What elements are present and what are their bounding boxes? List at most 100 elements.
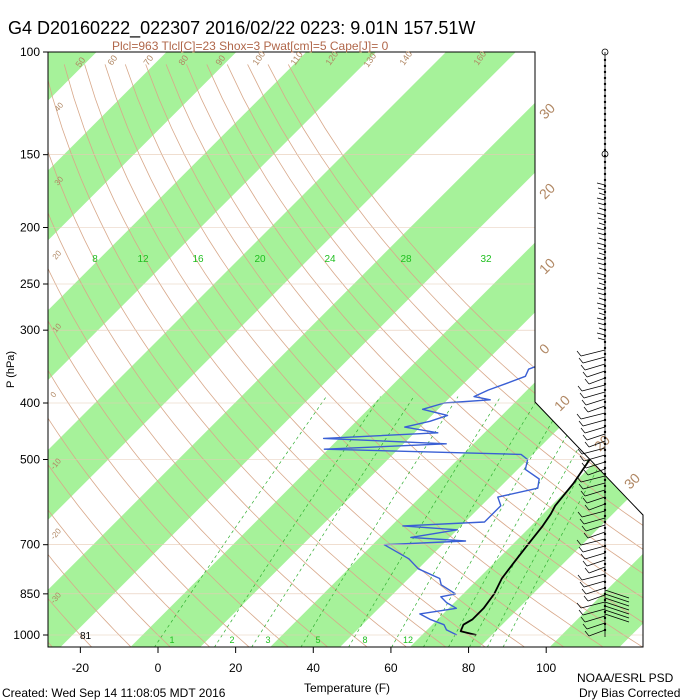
mixing-ratio-label: 32: [480, 254, 492, 265]
wind-barb: [598, 327, 606, 331]
wind-barb-flag: [581, 588, 587, 595]
wind-barb: [604, 597, 630, 607]
mixing-ratio-line: [486, 396, 625, 647]
wind-dot: [603, 472, 607, 476]
wind-barb: [587, 468, 606, 476]
wind-dot: [603, 448, 607, 452]
wind-dot: [603, 226, 607, 230]
wind-dot: [603, 244, 607, 248]
wind-dot: [603, 598, 607, 602]
isotherm-label: 10: [536, 255, 558, 277]
wind-barb-column: [576, 48, 630, 637]
wind-dot: [603, 112, 607, 116]
wind-barb: [596, 197, 606, 201]
wind-barb-flag: [584, 378, 590, 385]
wind-barb-flag: [578, 546, 584, 553]
wind-barb: [584, 615, 606, 623]
y-tick-label: 1000: [13, 628, 40, 642]
wind-barb: [587, 531, 606, 539]
wind-dot: [603, 442, 607, 446]
wind-barb-flag: [576, 476, 582, 483]
wind-barb: [598, 252, 606, 256]
wind-barb: [598, 237, 606, 241]
wind-barb: [604, 605, 630, 615]
mixing-ratio-line: [154, 396, 327, 647]
isotherm-stripe: [689, 40, 700, 647]
wind-barb-flag: [576, 413, 582, 420]
wind-barb: [604, 613, 630, 623]
dry-adiabat: [48, 64, 211, 647]
wind-barb: [597, 247, 606, 251]
adiabat-label: 70: [141, 53, 155, 67]
wind-dot: [603, 64, 607, 68]
wind-dot: [603, 388, 607, 392]
wind-barb-flag: [579, 392, 585, 399]
wind-barb: [588, 566, 606, 574]
wind-dot: [603, 118, 607, 122]
y-tick-label: 150: [20, 148, 40, 162]
wind-barb: [604, 601, 630, 611]
wind-dot: [603, 88, 607, 92]
wind-dot: [603, 340, 607, 344]
wind-dot: [603, 154, 607, 158]
wind-dot: [603, 382, 607, 386]
wind-barb-flag: [582, 371, 588, 378]
wind-dot: [603, 526, 607, 530]
wind-dot: [603, 574, 607, 578]
wind-dot: [603, 364, 607, 368]
wind-barb: [581, 573, 606, 581]
wind-barb: [597, 337, 606, 341]
wind-dot: [603, 550, 607, 554]
wind-barb-flag: [581, 525, 587, 532]
wind-barb: [581, 384, 606, 392]
wind-dot: [603, 106, 607, 110]
mixing-ratio-bottom-label: 8: [362, 635, 367, 645]
wind-barb: [598, 312, 606, 316]
wind-barb: [598, 192, 606, 196]
mixing-ratio-label: 12: [137, 254, 149, 265]
wind-barb: [597, 322, 606, 326]
dry-adiabat: [48, 64, 368, 647]
y-tick-label: 500: [20, 452, 40, 466]
wind-barb: [597, 232, 606, 236]
wind-dot: [603, 178, 607, 182]
wind-dot: [603, 82, 607, 86]
chart-subtitle: Plcl=963 Tlcl[C]=23 Shox=3 Pwat[cm]=5 Ca…: [112, 39, 389, 53]
wind-barb: [580, 349, 606, 357]
adiabat-label: 90: [213, 53, 227, 67]
wind-dot: [603, 58, 607, 62]
wind-barb: [598, 267, 606, 271]
wind-barb: [584, 426, 606, 434]
wind-barb: [584, 489, 606, 497]
dry-adiabat: [124, 64, 643, 647]
wind-barb-flag: [578, 609, 584, 616]
wind-barb: [598, 282, 606, 286]
wind-barb: [597, 307, 606, 311]
wind-barb-flag: [583, 595, 589, 602]
wind-barb: [588, 377, 606, 385]
wind-dot: [603, 568, 607, 572]
wind-barb: [585, 398, 606, 406]
wind-dot: [603, 274, 607, 278]
isotherm-label: 10: [551, 392, 573, 414]
wind-dot: [603, 280, 607, 284]
y-tick-label: 250: [20, 277, 40, 291]
wind-barb: [583, 580, 606, 588]
wind-dot: [603, 184, 607, 188]
wind-dot: [603, 508, 607, 512]
wind-barb: [582, 608, 606, 616]
plot-frame: [47, 51, 644, 648]
x-tick-label: 60: [384, 661, 398, 675]
wind-barb: [587, 594, 606, 602]
wind-barb: [581, 510, 606, 518]
wind-barb-flag: [583, 406, 589, 413]
wind-barb: [584, 552, 606, 560]
wind-barb: [597, 262, 606, 266]
x-tick-label: -20: [72, 661, 90, 675]
wind-barb: [580, 412, 606, 420]
wind-barb-flag: [584, 630, 590, 637]
surface-value-label: 81: [80, 631, 92, 642]
dry-adiabat: [48, 64, 408, 647]
dry-adiabats: [48, 64, 643, 647]
